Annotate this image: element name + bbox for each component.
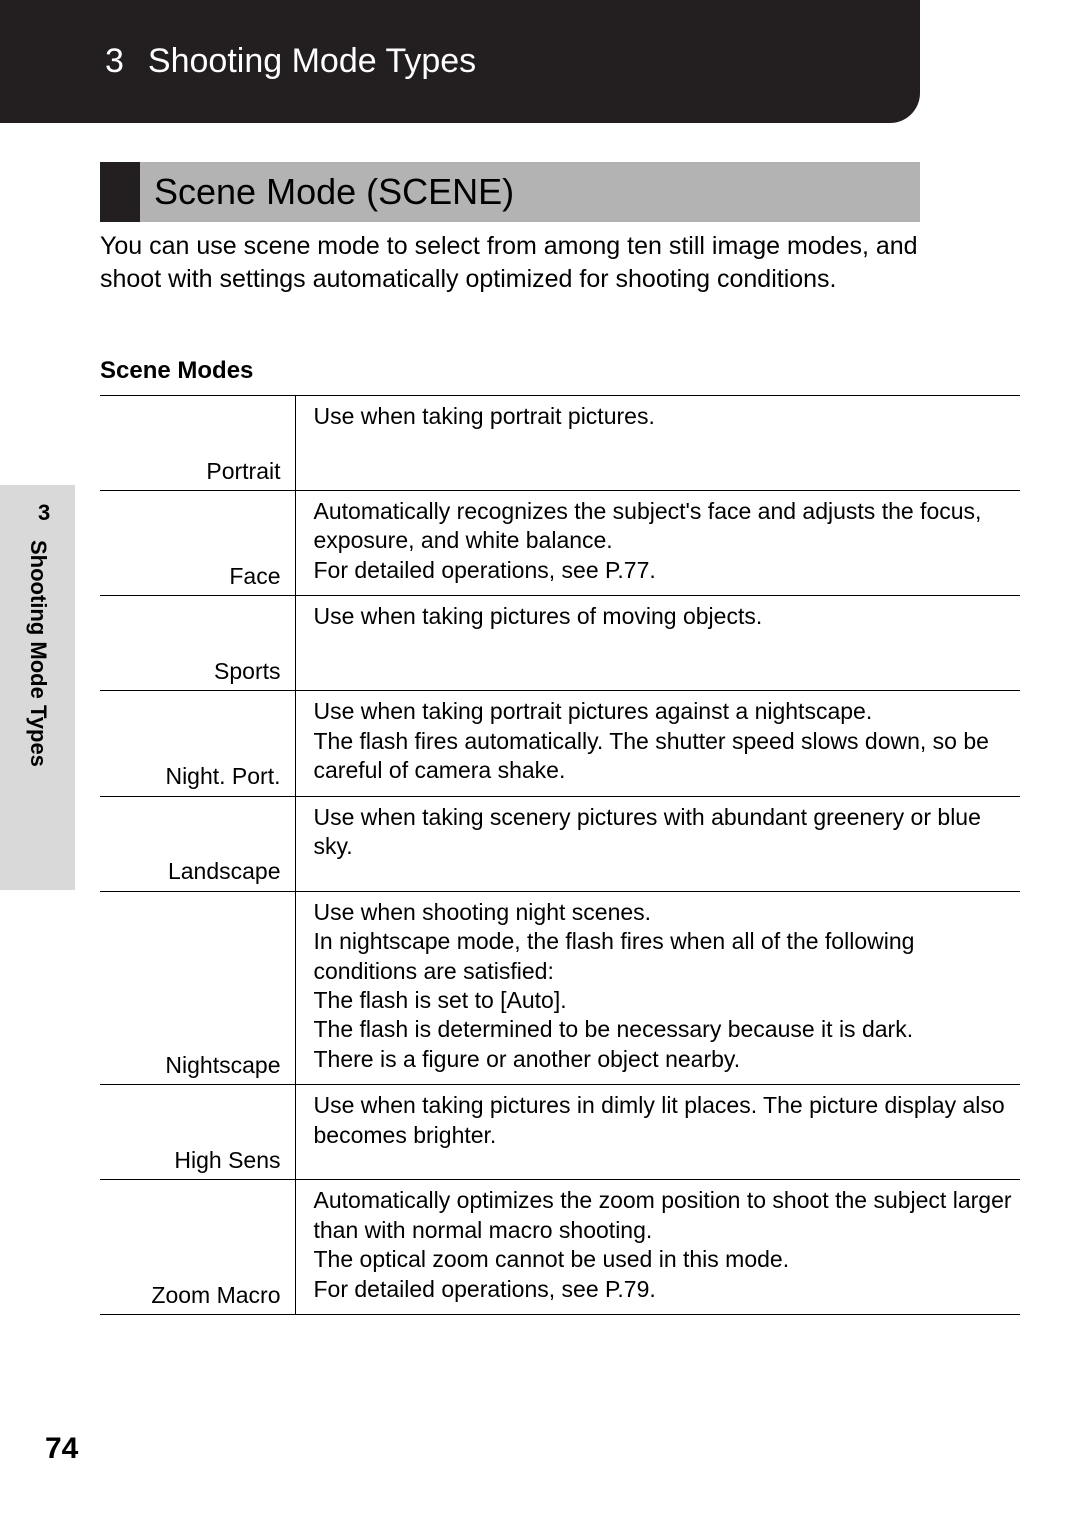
side-tab-label: Shooting Mode Types [25, 540, 51, 880]
table-row: Zoom Macro Automatically optimizes the z… [100, 1180, 1020, 1315]
mode-name: Zoom Macro [100, 1180, 295, 1315]
mode-desc: Use when taking portrait pictures agains… [295, 691, 1020, 796]
intro-paragraph: You can use scene mode to select from am… [100, 230, 930, 295]
chapter-number: 3 [105, 42, 124, 81]
mode-desc: Automatically recognizes the subject's f… [295, 491, 1020, 596]
table-row: Nightscape Use when shooting night scene… [100, 891, 1020, 1085]
scene-modes-subheading: Scene Modes [100, 357, 253, 385]
mode-name: Night. Port. [100, 691, 295, 796]
section-title: Scene Mode (SCENE) [154, 171, 514, 213]
section-black-tab [100, 162, 140, 222]
page-root: 3 Shooting Mode Types Scene Mode (SCENE)… [0, 0, 1080, 1521]
scene-modes-table: Portrait Use when taking portrait pictur… [100, 395, 1020, 1315]
mode-desc: Use when taking pictures in dimly lit pl… [295, 1085, 1020, 1180]
table-row: Landscape Use when taking scenery pictur… [100, 796, 1020, 891]
section-grey-tab: Scene Mode (SCENE) [140, 162, 920, 222]
mode-name: Portrait [100, 396, 295, 491]
table-row: Portrait Use when taking portrait pictur… [100, 396, 1020, 491]
table-row: High Sens Use when taking pictures in di… [100, 1085, 1020, 1180]
mode-name: Face [100, 491, 295, 596]
section-heading: Scene Mode (SCENE) [100, 162, 920, 222]
mode-name: Nightscape [100, 891, 295, 1085]
mode-desc: Automatically optimizes the zoom positio… [295, 1180, 1020, 1315]
table-row: Night. Port. Use when taking portrait pi… [100, 691, 1020, 796]
side-tab-number: 3 [38, 500, 50, 526]
mode-name: Landscape [100, 796, 295, 891]
page-number: 74 [45, 1432, 78, 1466]
chapter-title: Shooting Mode Types [148, 42, 476, 81]
mode-desc: Use when taking pictures of moving objec… [295, 596, 1020, 691]
table-row: Sports Use when taking pictures of movin… [100, 596, 1020, 691]
mode-desc: Use when taking scenery pictures with ab… [295, 796, 1020, 891]
mode-desc: Use when shooting night scenes.In nights… [295, 891, 1020, 1085]
mode-name: High Sens [100, 1085, 295, 1180]
chapter-bar: 3 Shooting Mode Types [0, 0, 920, 123]
mode-name: Sports [100, 596, 295, 691]
table-row: Face Automatically recognizes the subjec… [100, 491, 1020, 596]
mode-desc: Use when taking portrait pictures. [295, 396, 1020, 491]
